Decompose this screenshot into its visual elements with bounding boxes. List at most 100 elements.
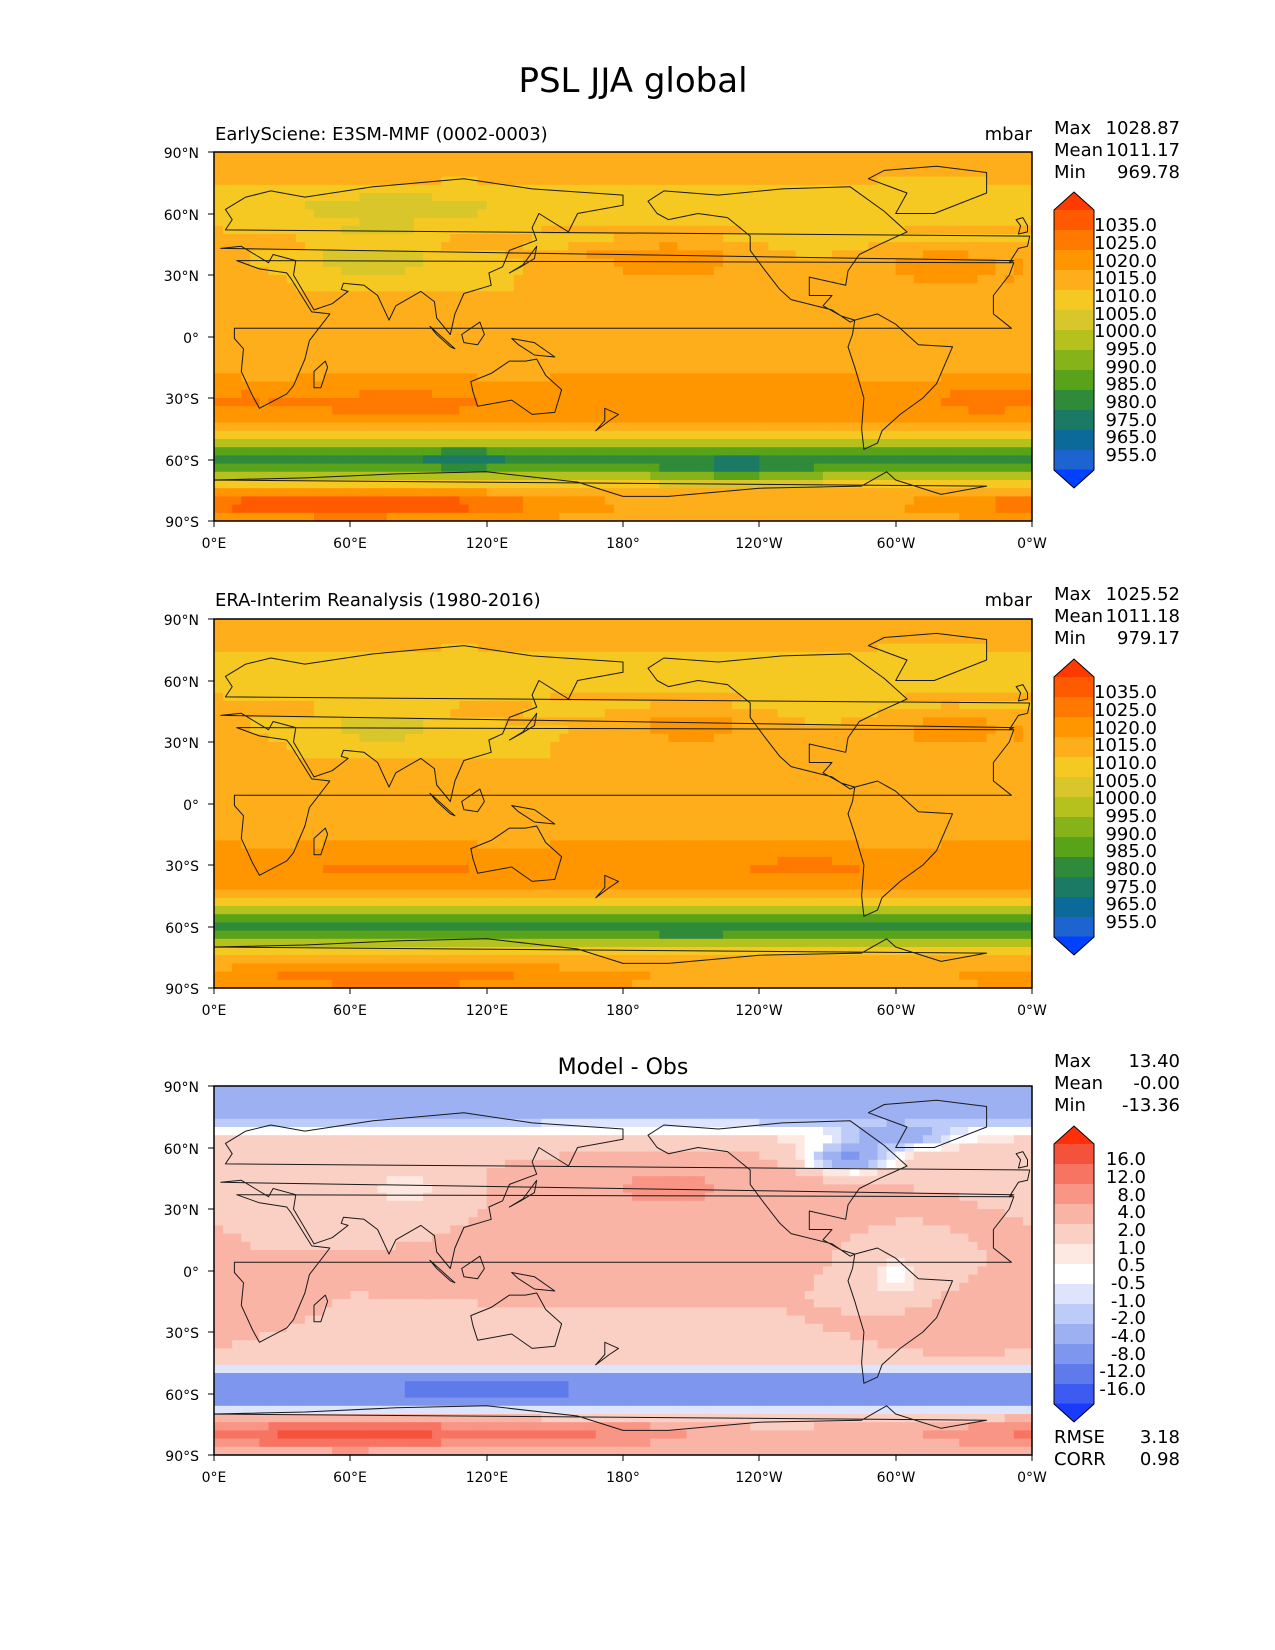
map-cell: [995, 176, 1006, 186]
map-cell: [732, 307, 742, 317]
map-cell: [959, 307, 969, 317]
map-cell: [913, 316, 924, 325]
map-cell: [432, 365, 442, 374]
map-cell: [286, 357, 297, 366]
map-cell: [550, 471, 560, 481]
map-cell: [650, 242, 660, 251]
map-cell: [513, 381, 524, 391]
map-cell: [550, 373, 560, 383]
map-cell: [795, 209, 806, 219]
map-cell: [459, 168, 470, 178]
map-cell: [695, 627, 706, 636]
map-cell: [850, 684, 860, 694]
map-cell: [904, 176, 915, 186]
map-cell: [822, 406, 833, 415]
map-cell: [477, 193, 488, 202]
map-cell: [932, 168, 942, 178]
map-cell: [350, 209, 361, 219]
map-cell: [468, 291, 479, 301]
map-cell: [295, 373, 306, 383]
map-cell: [586, 447, 597, 456]
map-cell: [223, 176, 233, 186]
panel-obs-stat-value: 1025.52: [1106, 584, 1180, 605]
map-cell: [913, 398, 924, 407]
map-cell: [277, 209, 288, 219]
map-cell: [350, 160, 361, 169]
map-cell: [859, 234, 869, 243]
map-cell: [350, 250, 361, 260]
map-cell: [377, 496, 388, 506]
map-cell: [750, 365, 760, 374]
map-cell: [368, 512, 379, 521]
map-cell: [413, 307, 424, 317]
map-cell: [295, 684, 306, 694]
map-cell: [913, 365, 924, 374]
map-cell: [513, 488, 524, 497]
map-cell: [313, 332, 324, 342]
map-cell: [404, 471, 415, 481]
map-cell: [868, 496, 879, 506]
map-cell: [477, 381, 488, 391]
map-cell: [959, 193, 969, 202]
map-cell: [768, 307, 779, 317]
map-cell: [568, 332, 579, 342]
map-cell: [795, 398, 806, 407]
map-cell: [232, 299, 242, 309]
map-cell: [932, 234, 942, 243]
map-cell: [1022, 193, 1032, 202]
map-cell: [295, 455, 306, 465]
map-cell: [977, 406, 988, 415]
map-cell: [786, 422, 797, 432]
map-cell: [441, 160, 451, 169]
map-cell: [441, 381, 451, 391]
map-cell: [332, 619, 342, 628]
map-cell: [223, 324, 233, 333]
map-cell: [577, 439, 588, 448]
map-cell: [959, 250, 969, 260]
map-cell: [486, 201, 497, 210]
map-cell: [495, 463, 506, 473]
map-cell: [704, 201, 715, 210]
map-cell: [468, 217, 479, 227]
map-cell: [713, 250, 724, 260]
map-cell: [523, 660, 533, 669]
map-cell: [759, 348, 770, 358]
map-cell: [732, 234, 742, 243]
map-cell: [850, 414, 860, 424]
map-cell: [1022, 398, 1032, 407]
map-cell: [659, 447, 670, 456]
map-cell: [750, 160, 760, 169]
map-cell: [277, 168, 288, 178]
map-cell: [495, 512, 506, 521]
map-cell: [586, 512, 597, 521]
map-cell: [632, 225, 642, 235]
map-cell: [332, 651, 342, 661]
map-cell: [541, 266, 551, 276]
map-cell: [286, 234, 297, 243]
map-cell: [568, 168, 579, 178]
map-cell: [732, 299, 742, 309]
map-cell: [713, 512, 724, 521]
y-tick-label: 30°N: [164, 269, 199, 285]
map-cell: [786, 643, 797, 653]
map-cell: [695, 455, 706, 465]
map-cell: [604, 283, 615, 292]
map-cell: [950, 430, 960, 440]
map-cell: [341, 398, 351, 407]
map-cell: [850, 283, 860, 292]
map-cell: [713, 217, 724, 227]
map-cell: [368, 480, 379, 489]
map-cell: [732, 365, 742, 374]
map-cell: [641, 480, 651, 489]
map-cell: [413, 430, 424, 440]
map-cell: [613, 217, 624, 227]
map-cell: [286, 184, 297, 194]
map-cell: [659, 651, 670, 661]
map-cell: [341, 684, 351, 694]
map-cell: [641, 283, 651, 292]
map-cell: [959, 365, 969, 374]
map-cell: [559, 684, 570, 694]
map-cell: [495, 488, 506, 497]
map-cell: [323, 176, 333, 186]
map-cell: [368, 209, 379, 219]
